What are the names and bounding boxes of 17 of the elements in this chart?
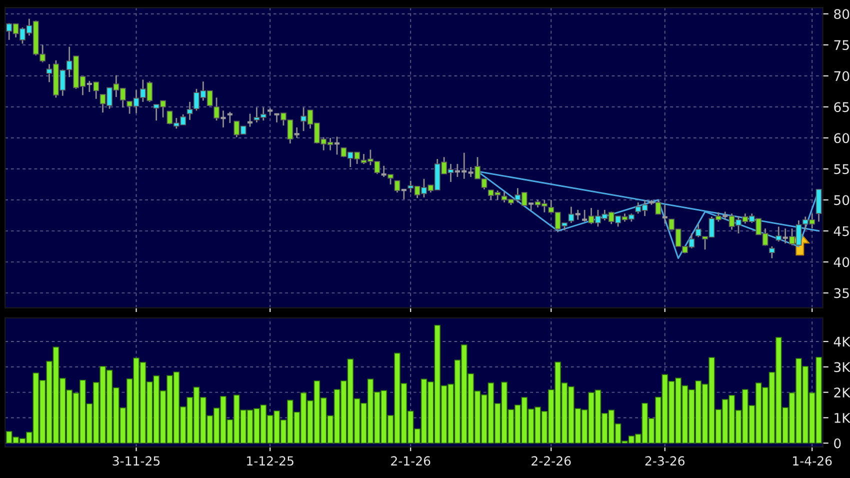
y-tick-label: 35 [834, 288, 849, 298]
x-tick-label: 2-3-26 [645, 456, 685, 466]
x-tick-label: 2-1-26 [391, 456, 430, 466]
y-tick-label: 0 [834, 438, 841, 448]
x-tick-label: 3-11-25 [112, 456, 160, 466]
x-tick-label: 2-2-26 [532, 456, 571, 466]
y-tick-label: 55 [834, 164, 849, 174]
y-tick-label: 60 [834, 133, 850, 144]
y-tick-label: 70 [834, 71, 850, 82]
x-tick-label: 1-12-25 [247, 456, 294, 466]
y-tick-label: 75 [834, 40, 849, 50]
y-tick-label: 80 [834, 9, 850, 20]
y-tick-label: 40 [834, 257, 850, 268]
y-tick-label: 45 [834, 226, 849, 236]
y-tick-label: 50 [834, 195, 850, 206]
y-tick-label: 65 [834, 102, 849, 112]
x-tick-label: 1-4-26 [793, 456, 832, 466]
